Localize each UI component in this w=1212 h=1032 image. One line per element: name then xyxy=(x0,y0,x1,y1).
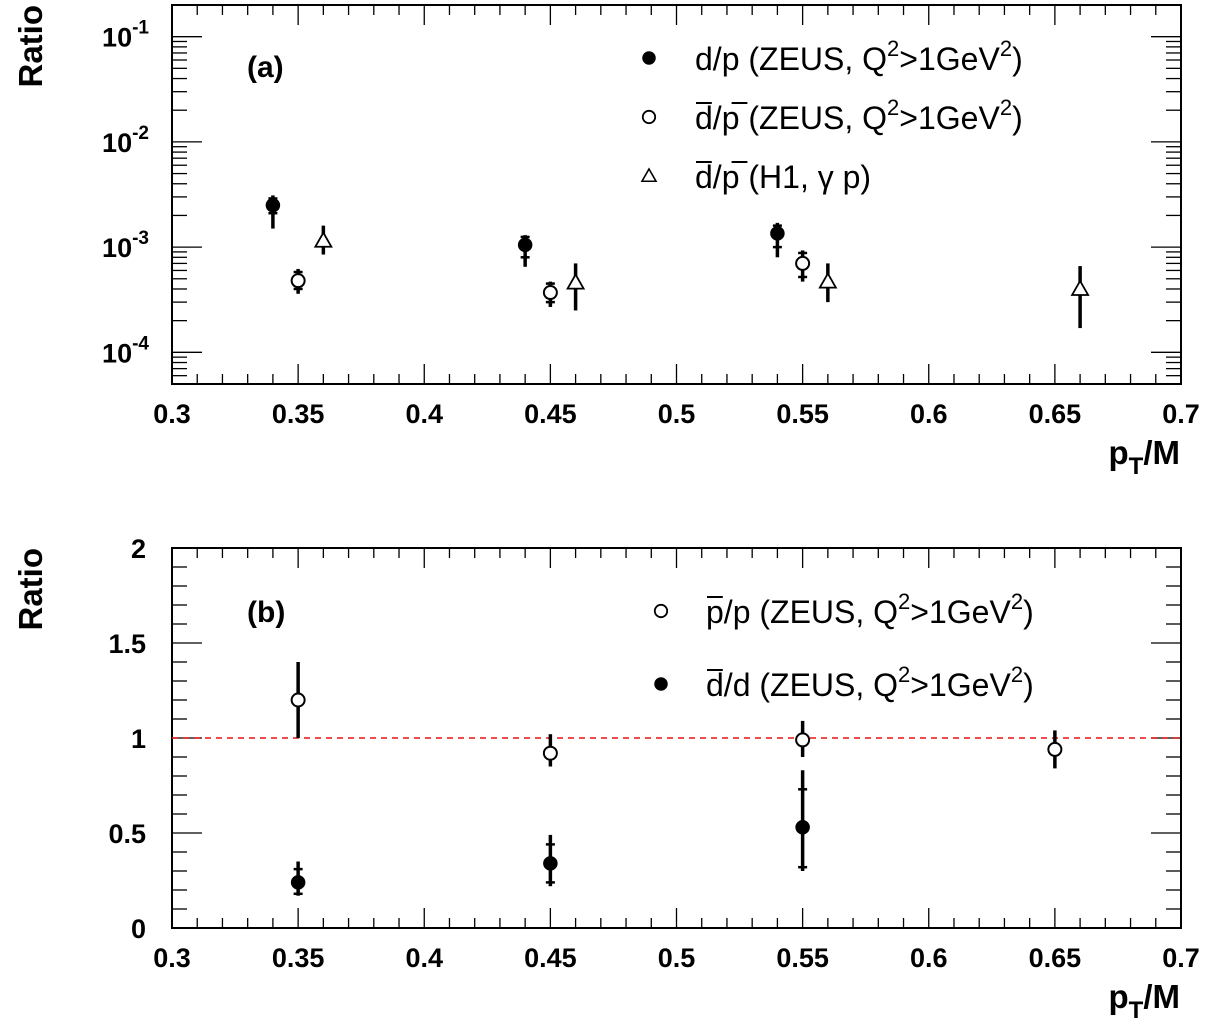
x-tick-label: 0.7 xyxy=(1162,943,1200,973)
y-tick-label: 10-1 xyxy=(102,18,149,53)
y-tick-label: 10-4 xyxy=(102,333,149,368)
x-tick-label: 0.3 xyxy=(153,943,191,973)
x-tick-label: 0.4 xyxy=(405,399,443,429)
plot-frame xyxy=(171,4,1182,385)
data-point xyxy=(290,273,306,289)
data-series xyxy=(290,250,811,307)
panel-label: (b) xyxy=(247,596,285,629)
x-tick-label: 0.65 xyxy=(1029,943,1082,973)
legend-label: d/p (H1, γ p) xyxy=(695,159,871,195)
x-tick-label: 0.45 xyxy=(524,399,577,429)
y-tick-label: 2 xyxy=(131,534,146,564)
y-tick-label: 1 xyxy=(131,724,146,754)
legend-marker-filled-circle xyxy=(654,677,668,691)
legend: d/p (ZEUS, Q2>1GeV2) d/p (ZEUS, Q2>1GeV2)… xyxy=(640,36,1023,195)
x-axis-ticks xyxy=(171,5,1182,384)
x-tick-label: 0.55 xyxy=(776,399,829,429)
x-tick-label: 0.45 xyxy=(524,943,577,973)
data-point xyxy=(770,226,785,241)
x-tick-label: 0.6 xyxy=(910,943,948,973)
y-axis-title: Ratio xyxy=(12,548,49,631)
data-point xyxy=(818,271,838,289)
panel-label: (a) xyxy=(247,51,284,84)
x-axis-title: pT/M xyxy=(1108,434,1180,480)
data-series xyxy=(290,770,810,896)
data-point xyxy=(542,745,558,761)
data-series xyxy=(290,662,1063,769)
data-point xyxy=(1070,279,1090,296)
data-point xyxy=(290,875,306,890)
legend-label: p/p (ZEUS, Q2>1GeV2) xyxy=(706,589,1034,630)
x-tick-label: 0.5 xyxy=(658,399,696,429)
x-tick-label: 0.7 xyxy=(1162,399,1200,429)
legend-entry: d/p (H1, γ p) xyxy=(640,159,871,195)
y-axis-title: Ratio xyxy=(12,5,49,88)
x-tick-label: 0.5 xyxy=(658,943,696,973)
panel-b-ratio-linear-plot: 0.3 0.35 0.4 0.45 0.5 0.55 0.6 0.65 0.7 pT/M Ratio… xyxy=(12,534,1200,1024)
data-point xyxy=(543,856,558,871)
data-series xyxy=(313,225,1090,329)
y-tick-labels: 10-4 10-3 10-2 10-1 xyxy=(102,18,149,369)
data-point xyxy=(517,237,533,253)
y-tick-label: 0 xyxy=(131,914,146,944)
x-tick-label: 0.65 xyxy=(1029,399,1082,429)
y-tick-label: 0.5 xyxy=(108,819,146,849)
data-point xyxy=(265,197,281,213)
x-tick-label: 0.4 xyxy=(405,943,443,973)
y-tick-label: 1.5 xyxy=(108,629,146,659)
legend-label: d/d (ZEUS, Q2>1GeV2) xyxy=(706,662,1034,703)
legend-entry: d/d (ZEUS, Q2>1GeV2) xyxy=(654,662,1034,703)
data-series xyxy=(265,195,785,267)
x-tick-label: 0.55 xyxy=(776,943,829,973)
panel-a-ratio-log-plot: 0.3 0.35 0.4 0.45 0.5 0.55 0.6 0.65 0.7 pT/M Ratio… xyxy=(12,4,1200,480)
data-point xyxy=(795,732,811,748)
data-point xyxy=(795,820,810,835)
legend-marker-filled-circle xyxy=(642,51,656,65)
x-tick-label: 0.6 xyxy=(910,399,948,429)
data-point xyxy=(542,285,558,301)
legend-marker-open-circle xyxy=(641,109,657,125)
x-tick-label: 0.35 xyxy=(272,399,325,429)
legend-marker-open-triangle xyxy=(640,167,658,183)
data-point xyxy=(290,692,306,708)
x-tick-labels: 0.3 0.35 0.4 0.45 0.5 0.55 0.6 0.65 0.7 xyxy=(153,399,1200,429)
legend-entry: d/p (ZEUS, Q2>1GeV2) xyxy=(642,36,1023,77)
legend-label: d/p (ZEUS, Q2>1GeV2) xyxy=(695,36,1023,77)
x-tick-labels: 0.3 0.35 0.4 0.45 0.5 0.55 0.6 0.65 0.7 xyxy=(153,943,1200,973)
legend-label: d/p (ZEUS, Q2>1GeV2) xyxy=(695,95,1023,136)
legend: p/p (ZEUS, Q2>1GeV2) d/d (ZEUS, Q2>1GeV2) xyxy=(653,589,1034,703)
x-axis-title: pT/M xyxy=(1108,978,1180,1024)
y-tick-labels: 0 0.5 1 1.5 2 xyxy=(108,534,146,944)
legend-entry: p/p (ZEUS, Q2>1GeV2) xyxy=(653,589,1034,630)
y-axis-ticks xyxy=(172,4,1181,385)
legend-entry: d/p (ZEUS, Q2>1GeV2) xyxy=(641,95,1023,136)
y-tick-label: 10-3 xyxy=(102,228,149,263)
x-tick-label: 0.35 xyxy=(272,943,325,973)
x-tick-label: 0.3 xyxy=(153,399,191,429)
data-point xyxy=(795,255,811,271)
legend-marker-open-circle xyxy=(653,603,669,619)
x-axis-ticks xyxy=(171,548,1182,928)
y-tick-label: 10-2 xyxy=(102,123,149,158)
data-point xyxy=(313,230,333,248)
data-point xyxy=(1047,741,1063,757)
data-point xyxy=(566,272,586,290)
